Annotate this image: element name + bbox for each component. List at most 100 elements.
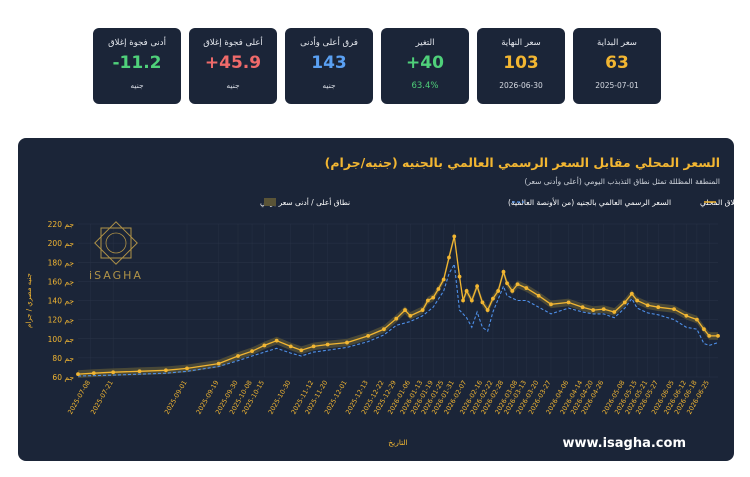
local-price-point: [612, 310, 617, 314]
local-price-point: [164, 368, 168, 373]
local-price-point: [382, 327, 386, 332]
local-price-point: [311, 344, 316, 349]
local-price-point: [536, 293, 541, 298]
local-price-point: [580, 305, 585, 310]
local-price-point: [91, 371, 96, 376]
legend-label: نطاق أعلى / أدنى سعر يومي: [260, 197, 350, 207]
local-price-point: [436, 287, 441, 291]
local-price-point: [420, 308, 425, 312]
local-price-point: [452, 234, 457, 239]
x-tick-label: 2025-07-21: [89, 379, 115, 416]
y-axis-label: جنيه مصري / جرام: [25, 273, 33, 328]
local-price-point: [299, 348, 304, 353]
local-price-point: [695, 317, 699, 322]
local-price-point: [656, 305, 661, 310]
local-price-point: [601, 307, 606, 312]
local-price-point: [510, 289, 515, 293]
local-price-point: [111, 370, 116, 375]
stat-card-start-price: سعر البداية 63 2025-07-01: [573, 28, 661, 104]
stat-value: 103: [503, 53, 539, 73]
local-price-point: [515, 282, 520, 287]
local-price-point: [622, 300, 627, 305]
stat-value: +40: [406, 53, 444, 73]
y-tick-label: 160 جم: [48, 277, 75, 286]
local-price-point: [345, 340, 349, 345]
stat-card-range: فرق أعلى وأدنى 143 جنيه: [285, 28, 373, 104]
x-tick-label: 2025-09-01: [163, 379, 189, 416]
logo-square: [94, 221, 138, 265]
stat-sub: 2026-06-30: [499, 81, 543, 90]
legend-label: السعر الرسمي العالمي بالجنيه (من الأونصة…: [508, 197, 671, 207]
y-tick-label: 200 جم: [48, 239, 75, 248]
y-tick-label: 220 جم: [48, 220, 75, 229]
local-price-point: [461, 298, 465, 303]
stat-sub: جنيه: [130, 81, 144, 90]
local-price-point: [250, 349, 254, 354]
local-price-point: [447, 255, 451, 260]
y-tick-label: 100 جم: [48, 335, 75, 344]
stat-sub: 2025-07-01: [595, 81, 639, 90]
chart-title: السعر المحلي مقابل السعر الرسمي العالمي …: [324, 155, 720, 170]
local-price-point: [480, 300, 485, 305]
local-price-point: [702, 327, 706, 332]
local-price-point: [274, 338, 279, 343]
stat-label: فرق أعلى وأدنى: [300, 38, 358, 48]
local-price-point: [645, 303, 650, 308]
chart-subtitle: المنطقة المظللة تمثل نطاق التذبذب اليومي…: [524, 177, 720, 186]
local-price-point: [524, 286, 529, 290]
y-tick-label: 180 جم: [48, 258, 75, 267]
local-price-point: [672, 307, 676, 312]
local-price-point: [441, 277, 446, 282]
local-price-point: [366, 333, 371, 338]
stat-label: سعر النهاية: [501, 38, 541, 48]
local-price-point: [425, 298, 430, 303]
x-tick-label: 2025-07-08: [66, 379, 92, 416]
stat-sub: جنيه: [322, 81, 336, 90]
local-price-point: [716, 333, 720, 338]
stat-value: +45.9: [204, 53, 262, 73]
stat-cards: سعر البداية 63 2025-07-01 سعر النهاية 10…: [91, 28, 661, 104]
legend-label: السعر الإغلاق المحلي: [700, 198, 734, 207]
local-price-point: [394, 316, 399, 321]
stat-card-max-gap: أعلى فجوة إغلاق +45.9 جنيه: [189, 28, 277, 104]
y-tick-label: 120 جم: [48, 316, 75, 325]
website-url[interactable]: www.isagha.com: [562, 436, 686, 451]
stat-label: أعلى فجوة إغلاق: [203, 38, 263, 48]
stat-value: 63: [605, 53, 629, 73]
local-price-point: [236, 354, 240, 358]
local-price-point: [76, 372, 80, 377]
local-price-point: [216, 361, 221, 366]
logo-text: iSAGHA: [89, 269, 143, 282]
local-price-point: [325, 342, 330, 347]
y-tick-label: 140 جم: [48, 297, 75, 306]
local-price-point: [403, 308, 407, 312]
stat-sub: جنيه: [226, 81, 240, 90]
local-price-point: [635, 298, 640, 303]
local-price-point: [464, 289, 469, 293]
x-axis-label: التاريخ: [388, 438, 407, 447]
local-price-point: [491, 296, 495, 301]
stat-label: التغير: [415, 38, 435, 48]
y-tick-label: 80 جم: [52, 354, 74, 363]
local-price-point: [431, 295, 436, 300]
stat-card-end-price: سعر النهاية 103 2026-06-30: [477, 28, 565, 104]
stat-label: سعر البداية: [597, 38, 637, 48]
logo-square: [100, 227, 132, 259]
local-price-point: [475, 284, 480, 289]
local-price-point: [485, 308, 490, 312]
x-tick-label: 2025-10-30: [267, 379, 293, 416]
local-price-point: [629, 291, 634, 296]
local-price-point: [684, 313, 689, 318]
local-price-point: [707, 333, 712, 338]
logo-ring: [105, 232, 127, 254]
local-price-point: [496, 289, 501, 293]
stat-card-change: التغير +40 63.4%: [381, 28, 469, 104]
local-price-point: [408, 313, 413, 318]
local-price-point: [137, 369, 142, 374]
local-price-point: [501, 269, 506, 274]
stat-value: 143: [311, 53, 347, 73]
isagha-logo-icon: iSAGHA: [89, 221, 143, 282]
local-price-point: [457, 274, 462, 279]
local-price-point: [288, 344, 293, 349]
local-price-point: [469, 298, 474, 303]
